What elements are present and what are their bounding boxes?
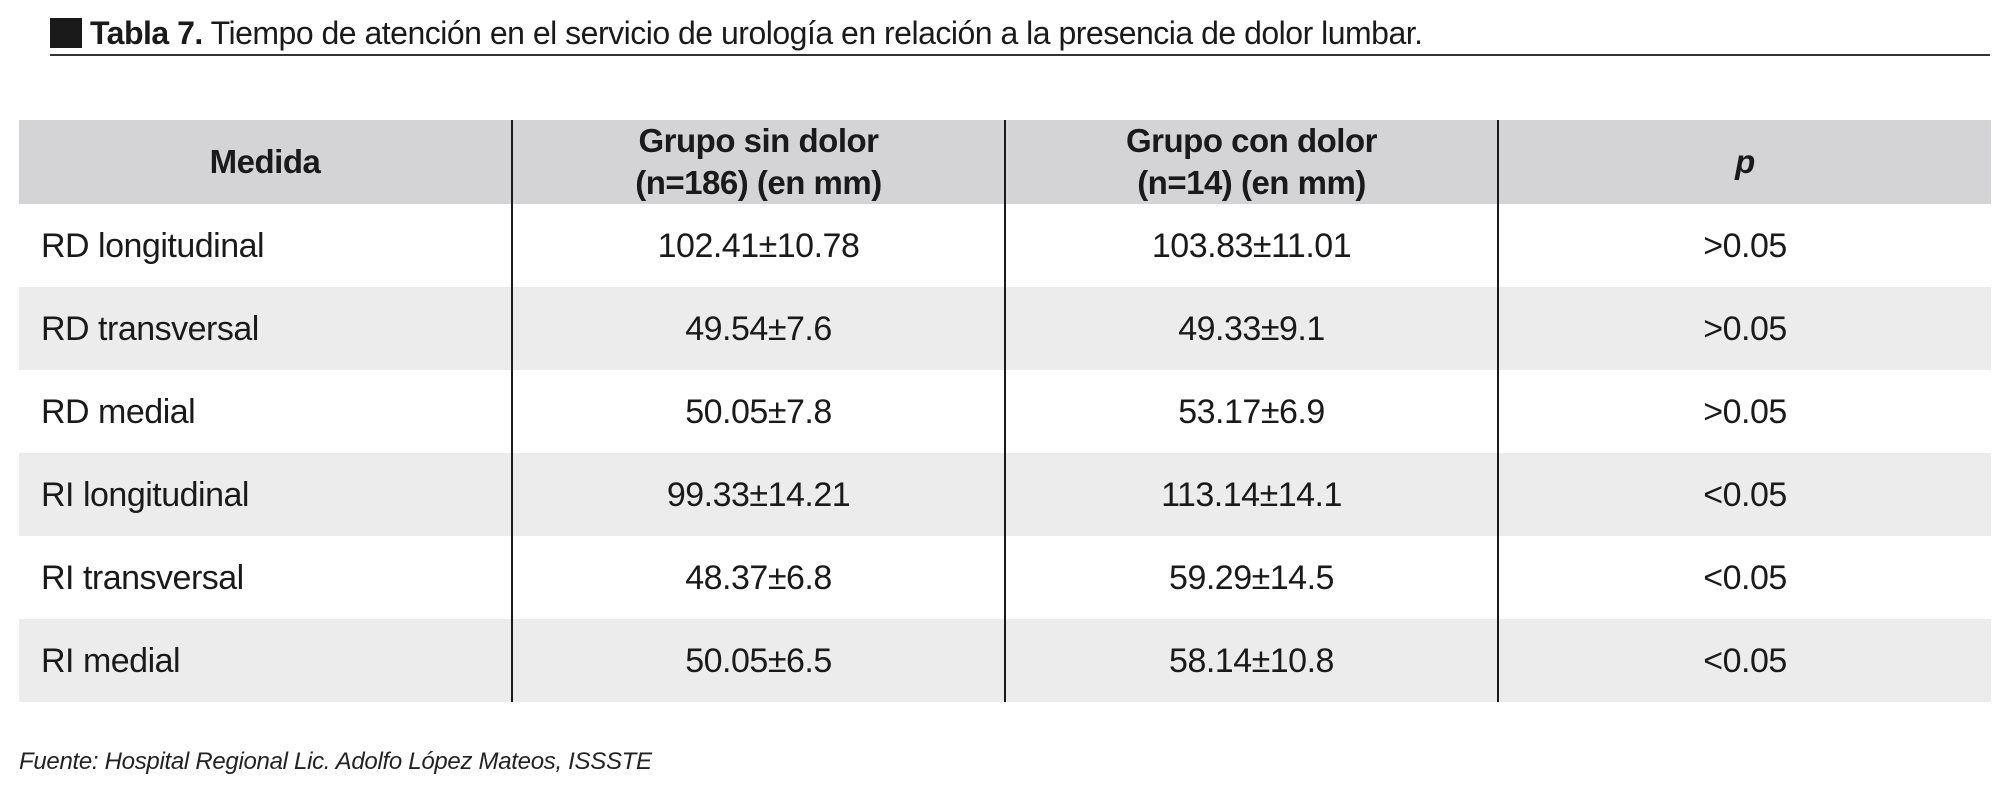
cell-p-value: <0.05: [1497, 536, 1991, 619]
header-measure: Medida: [19, 120, 512, 204]
cell-measure: RD longitudinal: [19, 204, 512, 287]
caption-square-marker: [50, 18, 82, 48]
cell-pain: 53.17±6.9: [1004, 370, 1498, 453]
caption-label: Tabla 7.: [90, 15, 203, 51]
header-group-no-pain: Grupo sin dolor (n=186) (en mm): [511, 120, 1005, 204]
cell-p-value: <0.05: [1497, 619, 1991, 702]
cell-p-value: >0.05: [1497, 287, 1991, 370]
table-row: RI transversal 48.37±6.8 59.29±14.5 <0.0…: [19, 536, 1991, 619]
header-group-pain-line1: Grupo con dolor: [1126, 122, 1377, 159]
header-group-no-pain-line2: (n=186) (en mm): [635, 164, 882, 201]
header-p-value: p: [1497, 120, 1991, 204]
cell-measure: RD medial: [19, 370, 512, 453]
cell-no-pain: 49.54±7.6: [511, 287, 1005, 370]
table-row: RI medial 50.05±6.5 58.14±10.8 <0.05: [19, 619, 1991, 702]
cell-measure: RI longitudinal: [19, 453, 512, 536]
header-row: Medida Grupo sin dolor (n=186) (en mm) G…: [19, 120, 1991, 204]
cell-pain: 103.83±11.01: [1004, 204, 1498, 287]
data-table: Medida Grupo sin dolor (n=186) (en mm) G…: [19, 120, 1991, 702]
cell-no-pain: 102.41±10.78: [511, 204, 1005, 287]
cell-no-pain: 50.05±6.5: [511, 619, 1005, 702]
cell-no-pain: 99.33±14.21: [511, 453, 1005, 536]
table-header: Medida Grupo sin dolor (n=186) (en mm) G…: [19, 120, 1991, 204]
header-group-pain-line2: (n=14) (en mm): [1137, 164, 1366, 201]
table-row: RI longitudinal 99.33±14.21 113.14±14.1 …: [19, 453, 1991, 536]
table-row: RD transversal 49.54±7.6 49.33±9.1 >0.05: [19, 287, 1991, 370]
cell-measure: RI transversal: [19, 536, 512, 619]
cell-pain: 58.14±10.8: [1004, 619, 1498, 702]
header-group-pain: Grupo con dolor (n=14) (en mm): [1004, 120, 1498, 204]
table-caption: Tabla 7. Tiempo de atención en el servic…: [50, 12, 1990, 56]
cell-p-value: <0.05: [1497, 453, 1991, 536]
cell-p-value: >0.05: [1497, 204, 1991, 287]
cell-measure: RI medial: [19, 619, 512, 702]
cell-pain: 49.33±9.1: [1004, 287, 1498, 370]
table-body: RD longitudinal 102.41±10.78 103.83±11.0…: [19, 204, 1991, 702]
caption-text: Tabla 7. Tiempo de atención en el servic…: [90, 13, 1423, 53]
cell-measure: RD transversal: [19, 287, 512, 370]
cell-no-pain: 48.37±6.8: [511, 536, 1005, 619]
header-group-no-pain-line1: Grupo sin dolor: [638, 122, 879, 159]
cell-pain: 113.14±14.1: [1004, 453, 1498, 536]
cell-pain: 59.29±14.5: [1004, 536, 1498, 619]
table-row: RD longitudinal 102.41±10.78 103.83±11.0…: [19, 204, 1991, 287]
cell-p-value: >0.05: [1497, 370, 1991, 453]
table-row: RD medial 50.05±7.8 53.17±6.9 >0.05: [19, 370, 1991, 453]
cell-no-pain: 50.05±7.8: [511, 370, 1005, 453]
table-source-note: Fuente: Hospital Regional Lic. Adolfo Ló…: [19, 748, 652, 775]
caption-description: Tiempo de atención en el servicio de uro…: [210, 15, 1423, 51]
